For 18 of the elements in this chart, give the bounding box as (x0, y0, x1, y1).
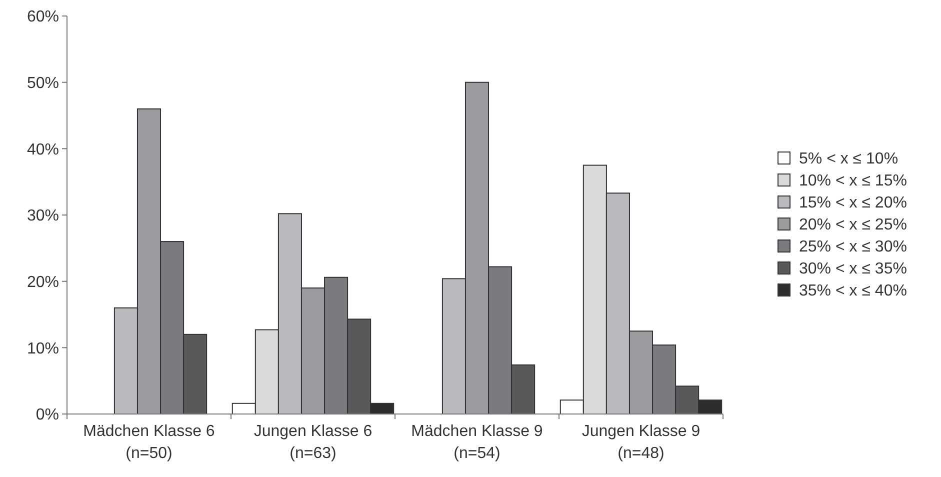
x-tick-label: Mädchen Klasse 6 (n=50) (83, 423, 215, 462)
y-tick-label: 0% (36, 406, 59, 424)
y-tick-label: 30% (26, 208, 59, 225)
x-tick-label: Jungen Klasse 9 (n=48) (582, 423, 700, 462)
legend-label: 25% < x ≤ 30% (799, 238, 907, 256)
x-tick-label: Mädchen Klasse 9 (n=54) (411, 423, 543, 462)
legend-label: 10% < x ≤ 15% (799, 172, 907, 190)
x-tick-label: Jungen Klasse 6 (n=63) (254, 423, 372, 462)
legend-label: 20% < x ≤ 25% (799, 216, 907, 234)
legend-label: 30% < x ≤ 35% (799, 260, 907, 278)
y-tick-label: 40% (26, 141, 59, 158)
legend-label: 35% < x ≤ 40% (799, 282, 907, 300)
y-tick-label: 50% (26, 74, 59, 92)
legend-label: 15% < x ≤ 20% (799, 194, 907, 212)
legend-label: 5% < x ≤ 10% (799, 150, 898, 168)
y-tick-label: 10% (26, 340, 59, 358)
y-tick-label: 60% (26, 8, 59, 26)
y-tick-label: 20% (26, 274, 59, 291)
